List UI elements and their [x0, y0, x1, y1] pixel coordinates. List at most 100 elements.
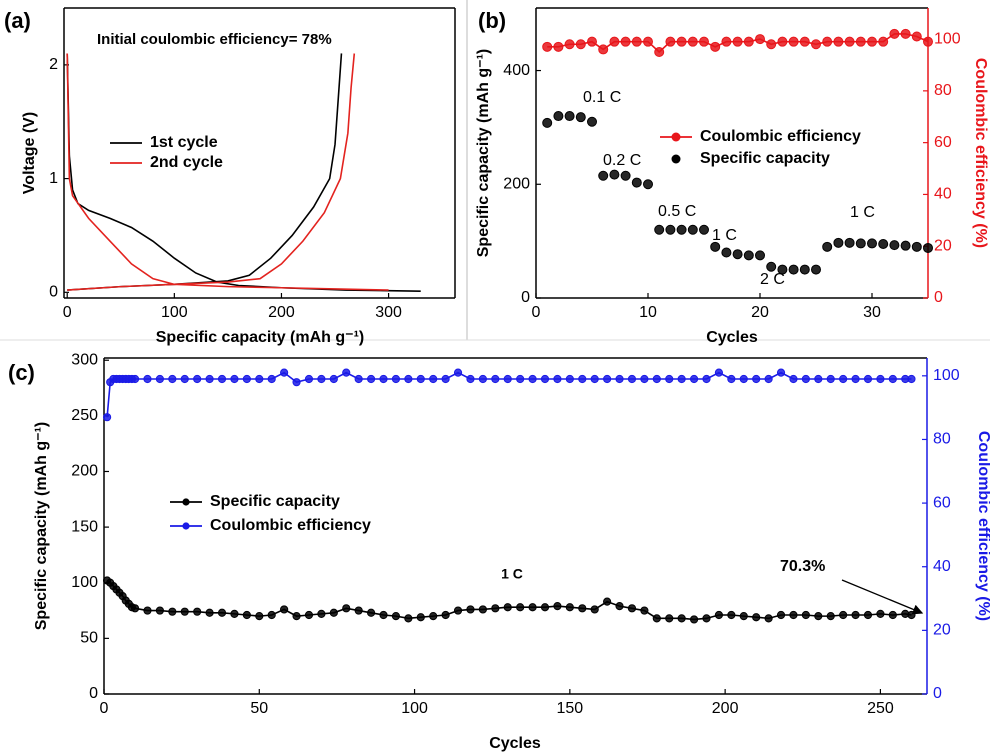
- data-point: [863, 374, 873, 384]
- annotation: 0.5 C: [658, 203, 696, 220]
- y-tick-label: 100: [71, 574, 98, 591]
- x-tick-label: 100: [161, 304, 188, 321]
- data-point: [565, 374, 574, 384]
- data-point: [180, 607, 189, 616]
- y2-tick-label: 20: [934, 237, 952, 254]
- annotation: 1 C: [850, 204, 875, 221]
- annotation: 0.1 C: [583, 89, 621, 106]
- data-point: [217, 608, 227, 617]
- y-tick-label: 0: [89, 685, 98, 702]
- data-point: [478, 374, 487, 384]
- data-point: [404, 374, 413, 384]
- data-point: [620, 170, 631, 181]
- arrow: [841, 579, 924, 615]
- data-point: [665, 374, 674, 384]
- legend-label: 2nd cycle: [150, 154, 223, 171]
- x-tick-label: 50: [250, 700, 268, 717]
- annotation: Initial coulombic efficiency= 78%: [97, 31, 332, 48]
- x-axis-label: Cycles: [706, 329, 758, 346]
- legend-label: Coulombic efficiency: [700, 128, 861, 145]
- data-point: [855, 36, 866, 47]
- data-point: [143, 606, 152, 615]
- data-point: [777, 264, 788, 275]
- data-point: [855, 238, 866, 249]
- data-point: [654, 224, 665, 235]
- data-point: [889, 240, 900, 251]
- data-point: [687, 36, 698, 47]
- data-point: [143, 374, 152, 384]
- data-point: [255, 612, 264, 621]
- data-point: [876, 609, 885, 618]
- data-point: [553, 111, 564, 122]
- data-point: [590, 374, 599, 384]
- data-point: [839, 374, 848, 384]
- data-point: [833, 36, 844, 47]
- y-tick-label: 0: [49, 284, 58, 301]
- panel-label: (a): [4, 8, 31, 33]
- data-point: [503, 374, 512, 384]
- data-point: [217, 374, 227, 384]
- data-point: [863, 610, 873, 620]
- data-point: [130, 604, 140, 613]
- data-point: [578, 604, 587, 613]
- data-point: [755, 34, 765, 45]
- y2-tick-label: 100: [934, 30, 961, 47]
- data-point: [911, 241, 922, 252]
- data-point: [620, 36, 631, 47]
- data-point: [528, 374, 537, 384]
- data-point: [643, 179, 653, 190]
- data-point: [540, 603, 550, 612]
- data-point: [587, 116, 597, 127]
- y-tick-label: 400: [503, 62, 530, 79]
- annotation: 70.3%: [780, 558, 825, 575]
- data-point: [466, 605, 475, 614]
- data-point: [404, 614, 413, 623]
- data-point: [844, 36, 855, 47]
- chart-panel: 0 50 100 150 200 250 0 50 100 150 200 250 300 0 20 40 60…: [8, 351, 990, 752]
- data-point: [752, 613, 761, 622]
- data-point: [130, 374, 140, 384]
- data-point: [801, 374, 810, 384]
- data-point: [416, 374, 425, 384]
- data-point: [416, 613, 425, 622]
- data-point: [687, 224, 698, 235]
- x-axis-label: Cycles: [489, 735, 541, 752]
- data-point: [280, 605, 289, 614]
- data-point: [553, 602, 562, 611]
- data-point: [565, 603, 574, 612]
- data-point: [888, 610, 897, 620]
- data-point: [776, 368, 786, 377]
- data-point: [627, 374, 637, 384]
- legend-label: Specific capacity: [210, 493, 340, 510]
- data-point: [553, 374, 562, 384]
- data-point: [255, 374, 264, 384]
- data-point: [615, 374, 624, 384]
- data-point: [732, 36, 743, 47]
- data-point: [453, 368, 463, 377]
- data-point: [923, 242, 933, 253]
- data-point: [888, 374, 897, 384]
- data-point: [292, 612, 301, 621]
- data-point: [453, 606, 463, 615]
- data-point: [242, 610, 251, 620]
- data-point: [907, 374, 916, 384]
- data-point: [676, 224, 687, 235]
- series-line: [66, 53, 389, 291]
- data-point: [822, 241, 833, 252]
- data-point: [702, 614, 711, 623]
- data-point: [752, 374, 761, 384]
- y2-tick-label: 0: [934, 289, 943, 306]
- data-point: [814, 612, 823, 621]
- data-point: [230, 609, 239, 618]
- legend-label: Specific capacity: [700, 150, 830, 167]
- x-tick-label: 200: [712, 700, 739, 717]
- x-tick-label: 10: [639, 304, 657, 321]
- data-point: [665, 614, 674, 623]
- data-point: [317, 374, 326, 384]
- data-point: [575, 39, 586, 50]
- data-point: [652, 614, 661, 623]
- y2-tick-label: 60: [933, 494, 951, 511]
- legend-marker: [671, 154, 681, 164]
- data-point: [304, 610, 314, 620]
